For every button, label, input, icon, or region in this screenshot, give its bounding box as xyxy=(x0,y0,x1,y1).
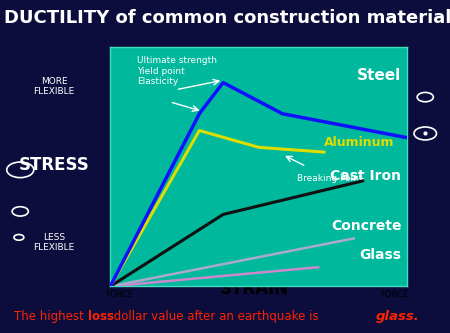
Text: Steel: Steel xyxy=(357,68,401,83)
Text: glass.: glass. xyxy=(376,310,419,323)
Text: LESS
FORCE: LESS FORCE xyxy=(105,280,133,299)
Text: MORE
FLEXIBLE: MORE FLEXIBLE xyxy=(33,77,75,97)
Text: LESS
FLEXIBLE: LESS FLEXIBLE xyxy=(33,233,75,252)
Text: STRAIN: STRAIN xyxy=(220,280,289,298)
Text: Cast Iron: Cast Iron xyxy=(330,169,401,183)
Text: Ultimate strength
Yield point
Elasticity: Ultimate strength Yield point Elasticity xyxy=(137,56,217,86)
Text: MORE
FORCE: MORE FORCE xyxy=(380,280,408,299)
Text: Breaking Point: Breaking Point xyxy=(297,174,363,183)
Text: Aluminum: Aluminum xyxy=(324,136,395,149)
Text: STRESS: STRESS xyxy=(18,156,90,173)
Text: DUCTILITY of common construction materials: DUCTILITY of common construction materia… xyxy=(4,9,450,27)
Text: Concrete: Concrete xyxy=(331,219,401,233)
Text: The highest: The highest xyxy=(14,310,87,323)
Text: loss: loss xyxy=(88,310,114,323)
Text: Glass: Glass xyxy=(359,248,401,262)
Text: dollar value after an earthquake is: dollar value after an earthquake is xyxy=(110,310,323,323)
